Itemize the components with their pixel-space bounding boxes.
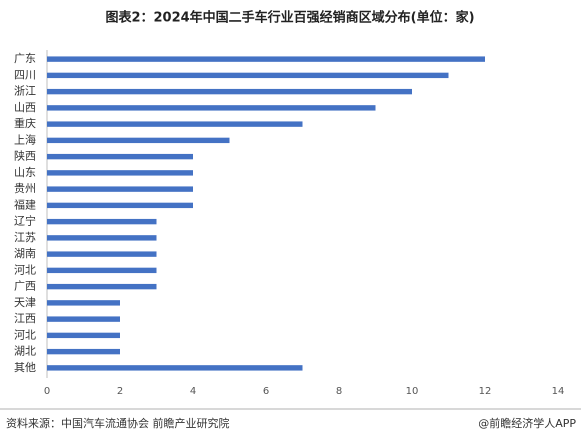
bar bbox=[47, 348, 120, 355]
y-tick-label: 四川 bbox=[14, 68, 36, 81]
x-tick-label: 12 bbox=[479, 386, 492, 397]
y-tick-label: 广西 bbox=[14, 280, 36, 293]
y-tick-label: 重庆 bbox=[14, 116, 36, 130]
bar bbox=[47, 121, 303, 127]
y-tick-label: 山西 bbox=[14, 101, 36, 114]
y-tick-label: 浙江 bbox=[14, 85, 36, 98]
source: 资料来源：中国汽车流通协会 前瞻产业研究院 bbox=[6, 416, 230, 430]
y-tick-label: 陕西 bbox=[14, 149, 36, 163]
y-tick-label: 上海 bbox=[14, 132, 36, 146]
y-tick-label: 河北 bbox=[14, 263, 36, 276]
x-tick-label: 2 bbox=[117, 386, 123, 397]
bar bbox=[47, 202, 193, 209]
bar bbox=[47, 251, 157, 257]
x-tick-label: 8 bbox=[336, 386, 342, 397]
bar bbox=[47, 186, 193, 192]
y-tick-label: 江西 bbox=[14, 312, 36, 325]
y-tick-label: 江苏 bbox=[14, 231, 36, 244]
x-tick-label: 0 bbox=[44, 386, 50, 397]
y-tick-label: 湖南 bbox=[14, 247, 36, 260]
y-tick-label: 贵州 bbox=[14, 182, 36, 195]
credit: @前瞻经济学人APP bbox=[478, 416, 576, 430]
bar bbox=[47, 137, 230, 144]
y-tick-label: 山东 bbox=[14, 166, 36, 179]
x-tick-label: 4 bbox=[190, 386, 196, 397]
bar bbox=[47, 283, 157, 290]
y-tick-label: 天津 bbox=[14, 296, 36, 309]
bar bbox=[47, 300, 120, 306]
bar bbox=[47, 218, 157, 225]
bar bbox=[47, 316, 120, 322]
y-tick-label: 福建 bbox=[14, 197, 36, 211]
y-tick-label: 其他 bbox=[14, 361, 36, 374]
bar bbox=[47, 170, 193, 176]
bar bbox=[47, 56, 485, 62]
y-tick-label: 河北 bbox=[14, 328, 36, 341]
x-tick-label: 14 bbox=[552, 386, 565, 397]
y-tick-label: 湖北 bbox=[14, 345, 36, 358]
y-tick-label: 辽宁 bbox=[14, 214, 36, 228]
x-tick-label: 6 bbox=[263, 386, 269, 397]
x-tick-label: 10 bbox=[406, 386, 419, 397]
bar bbox=[47, 88, 412, 95]
bar bbox=[47, 72, 449, 79]
bar bbox=[47, 332, 120, 339]
bar bbox=[47, 153, 193, 160]
y-tick-label: 广东 bbox=[14, 52, 36, 65]
chart-title: 图表2：2024年中国二手车行业百强经销商区域分布(单位：家) bbox=[105, 10, 474, 26]
bar bbox=[47, 365, 303, 371]
bar bbox=[47, 235, 157, 241]
bar bbox=[47, 267, 157, 274]
bar bbox=[47, 105, 376, 111]
